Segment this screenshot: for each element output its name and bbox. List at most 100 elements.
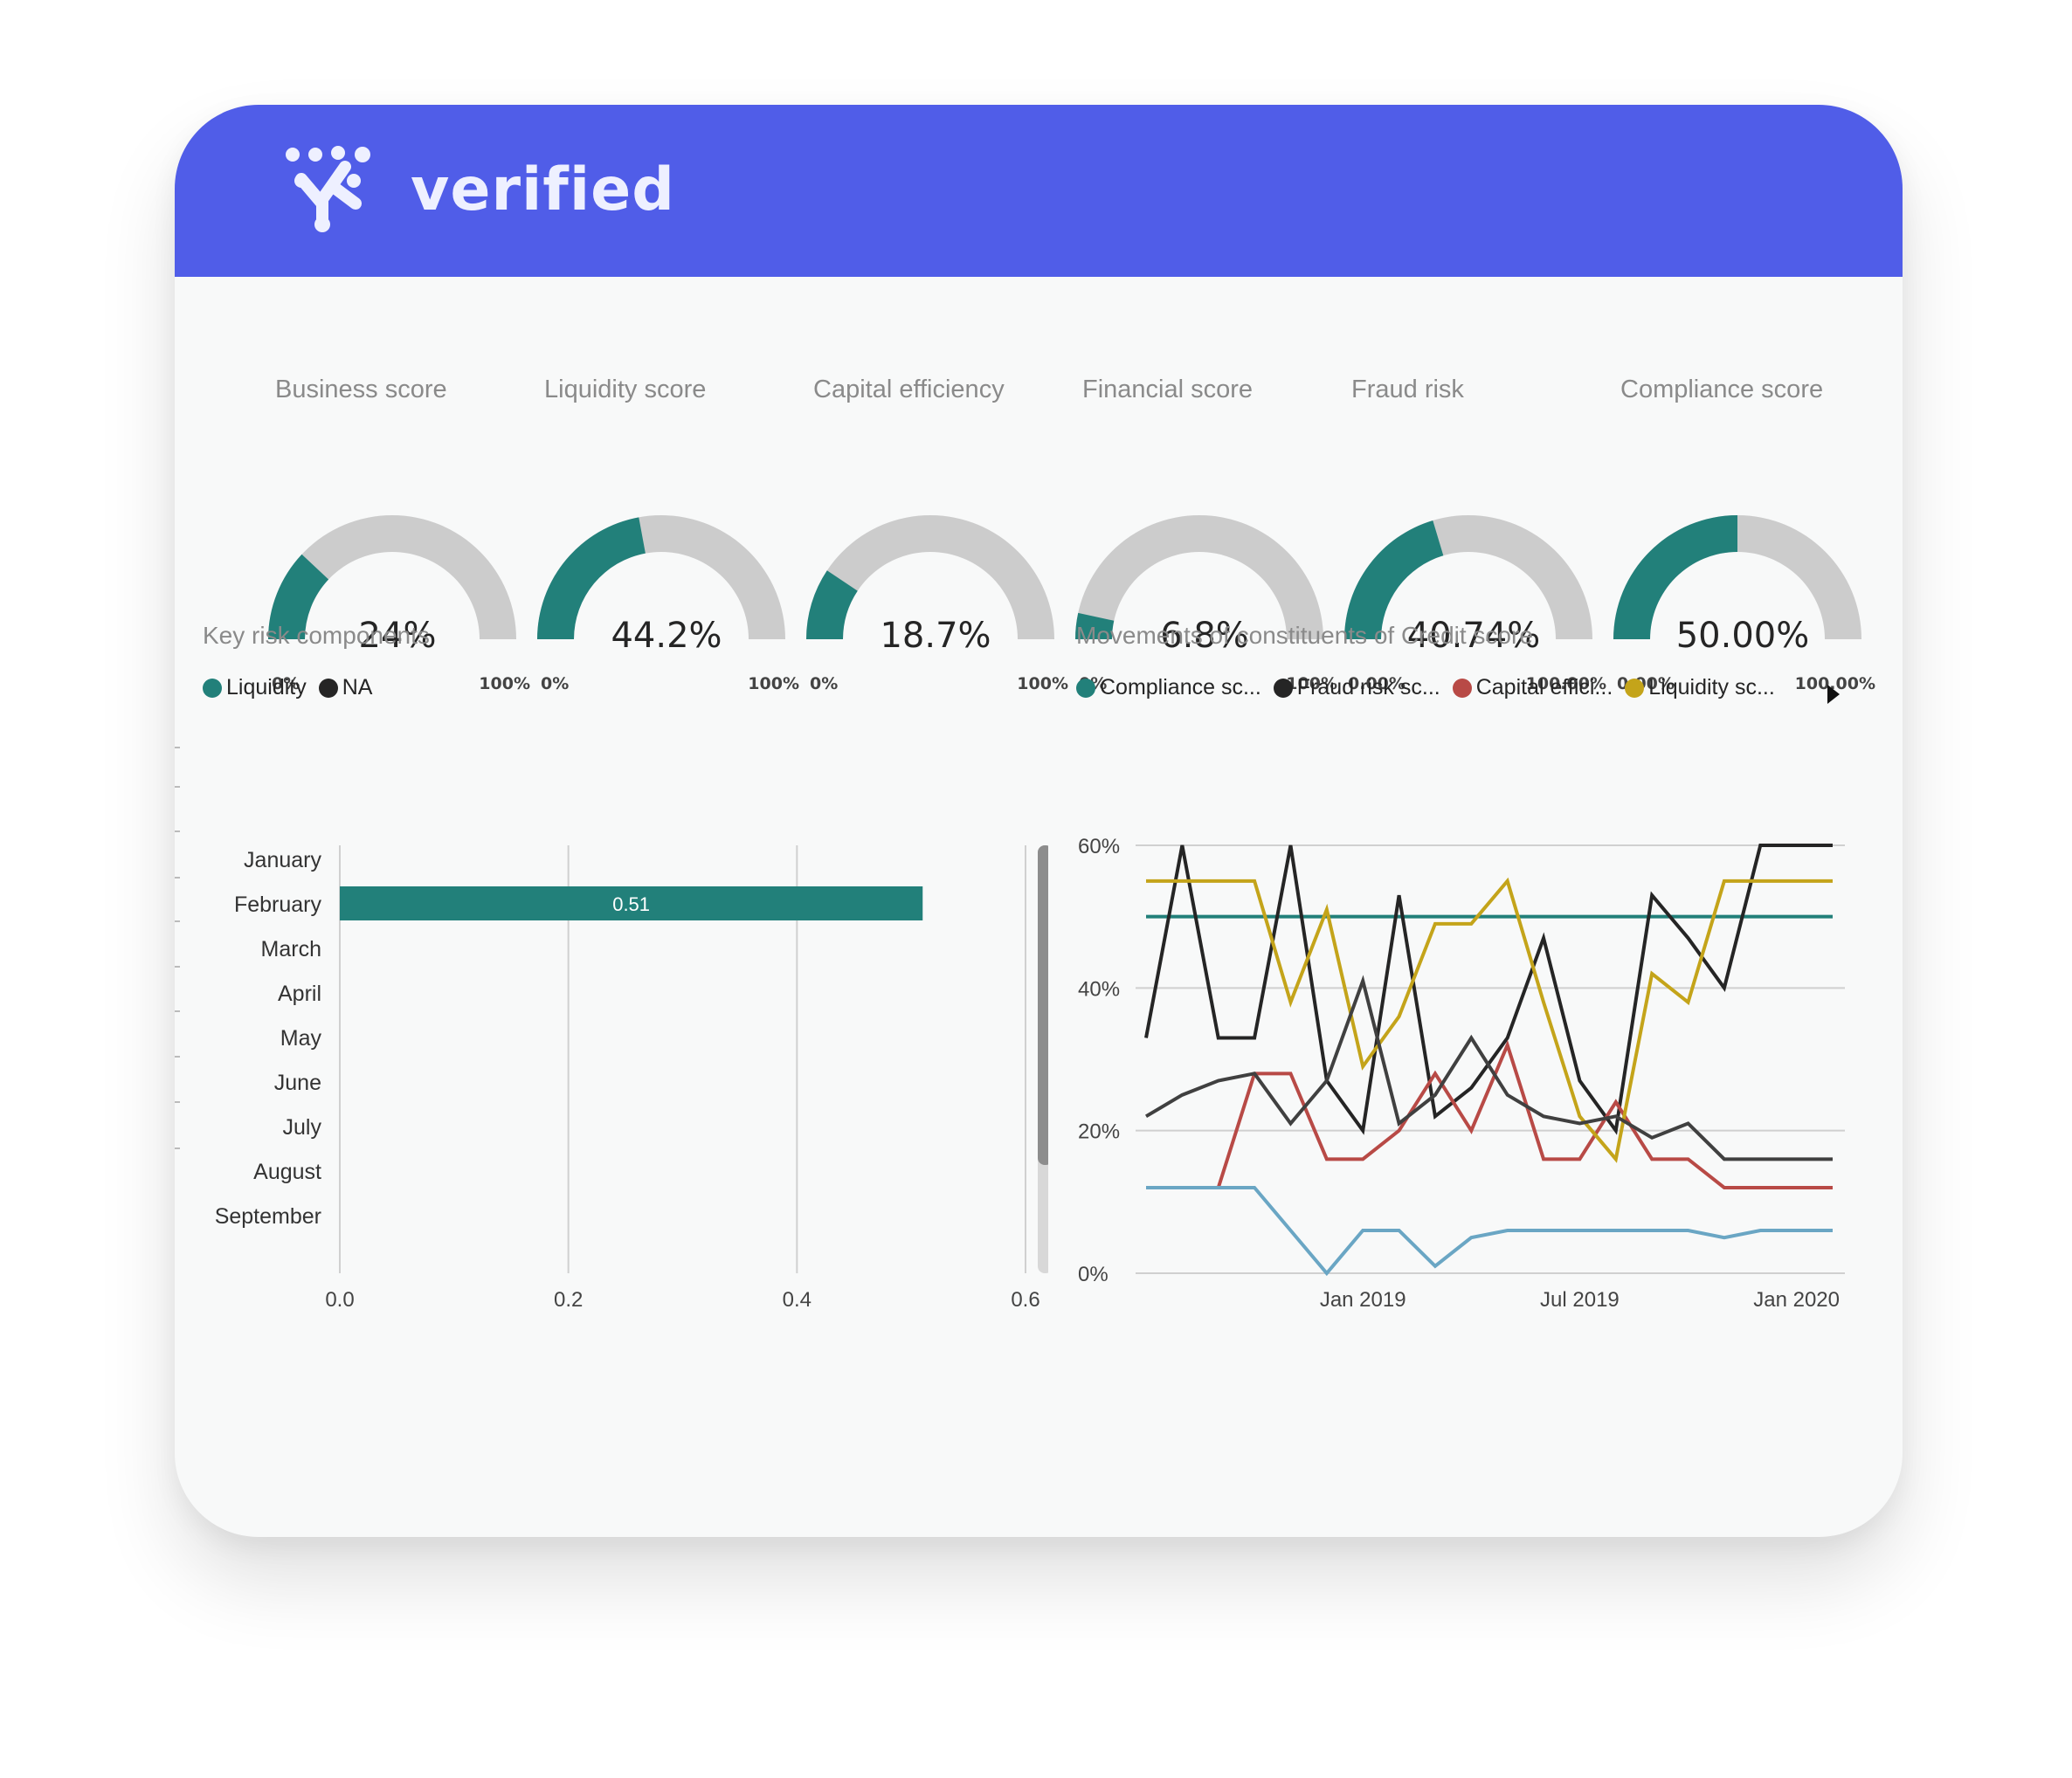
- legend-item-fraud-risk-sc[interactable]: Fraud risk sc...: [1273, 675, 1440, 700]
- gauge-arc: [1613, 515, 1861, 639]
- x-tick-label: 0.4: [783, 1288, 812, 1312]
- y-tick-label: 60%: [1078, 835, 1120, 858]
- category-label: August: [253, 1160, 321, 1184]
- x-tick-label: 0.2: [554, 1288, 583, 1312]
- key-risk-bar-chart: 0.0 0.2 0.4 0.6 January February 0.51 March Apri…: [175, 747, 1048, 1312]
- gauge-fraud-risk: Fraud risk 40.74% 0.00% 100.00%: [1343, 376, 1606, 707]
- gauge-title: Compliance score: [1620, 376, 1824, 403]
- legend-dot: [318, 678, 338, 698]
- key-risk-legend: Liquidity NA: [203, 675, 384, 700]
- legend-item-liquidity[interactable]: Liquidity: [203, 675, 307, 700]
- gauge-track: [268, 515, 516, 639]
- legend-dot: [203, 678, 222, 698]
- category-label: January: [244, 848, 321, 872]
- gauge-financial-score: Financial score 6.8% 0% 100%: [1074, 376, 1337, 707]
- series-line-6aa6c4[interactable]: [1146, 1186, 1833, 1277]
- movements-legend: Compliance sc... Fraud risk sc... Capital …: [1076, 675, 1787, 700]
- gauge-track: [1075, 515, 1323, 639]
- gauge-fill: [1344, 520, 1444, 639]
- gauge-max-label: 100.00%: [1525, 674, 1606, 693]
- scrollbar-thumb[interactable]: [1038, 845, 1048, 1165]
- gauge-fill: [537, 517, 646, 639]
- category-label: June: [274, 1071, 321, 1095]
- gauge-fill: [1613, 515, 1737, 639]
- category-label: May: [280, 1026, 322, 1051]
- legend-item-compliance-sc[interactable]: Compliance sc...: [1076, 675, 1261, 700]
- x-tick-label: Jul 2019: [1540, 1288, 1620, 1312]
- series-line-fraud-risk-sc[interactable]: [1144, 844, 1833, 1135]
- y-tick-label: 0%: [1078, 1263, 1109, 1286]
- legend-label: NA: [342, 675, 373, 699]
- legend-label: Liquidity sc...: [1648, 675, 1775, 699]
- brand-name: verified: [411, 155, 675, 224]
- bar-data-label: 0.51: [612, 893, 650, 915]
- dashboard-card: verified Business score 24% 0% 100% Liqui…: [175, 105, 1903, 1537]
- legend-label: Compliance sc...: [1100, 675, 1261, 699]
- legend-label: Capital effici...: [1475, 675, 1613, 699]
- legend-item-liquidity-sc[interactable]: Liquidity sc...: [1625, 675, 1775, 700]
- gauge-value: 18.7%: [880, 616, 991, 656]
- bar[interactable]: [340, 886, 923, 920]
- movements-line-chart: 0% 20% 40% 60% Jan 2019 Jul 2019 Jan 2020: [1078, 835, 1845, 1312]
- legend-label: Liquidity: [226, 675, 307, 699]
- category-label: July: [283, 1115, 322, 1140]
- key-risk-title: Key risk components: [203, 622, 430, 649]
- x-tick-label: Jan 2020: [1753, 1288, 1840, 1312]
- gauge-max-label: 100%: [748, 674, 799, 693]
- movements-title: Movements of constituents of Credit scor…: [1076, 622, 1533, 649]
- gauge-compliance-score: Compliance score 50.00% 0.00% 100.00%: [1612, 376, 1875, 707]
- gauge-track: [806, 515, 1054, 639]
- legend-item-capital-effici[interactable]: Capital effici...: [1452, 675, 1613, 700]
- gauge-min-label: 0%: [541, 674, 570, 693]
- x-tick-label: 0.6: [1011, 1288, 1039, 1312]
- brand-logo-icon: [286, 146, 370, 232]
- gauge-max-label: 100.00%: [1794, 674, 1875, 693]
- category-label: September: [215, 1204, 321, 1229]
- gauge-title: Financial score: [1082, 376, 1254, 403]
- gauge-value: 50.00%: [1675, 616, 1810, 656]
- legend-next-icon[interactable]: [1827, 685, 1840, 704]
- gauge-liquidity-score: Liquidity score 44.2% 0% 100%: [535, 376, 799, 707]
- category-label: February: [234, 892, 322, 917]
- series-line-liquidity-sc[interactable]: [1146, 877, 1833, 1163]
- legend-dot: [1076, 678, 1095, 698]
- gauge-min-label: 0%: [810, 674, 839, 693]
- gauge-value: 24%: [358, 616, 437, 656]
- gauge-fill: [1075, 612, 1115, 639]
- legend-label: Fraud risk sc...: [1296, 675, 1440, 699]
- series-line-404040[interactable]: [1144, 975, 1833, 1161]
- gauge-arc: [1075, 515, 1323, 639]
- gauge-arc: [268, 515, 516, 639]
- legend-dot: [1625, 678, 1645, 698]
- y-tick-label: 40%: [1078, 977, 1120, 1001]
- gauge-min-label: 0.00%: [1348, 674, 1406, 693]
- gauge-title: Capital efficiency: [813, 376, 1005, 403]
- gauge-business-score: Business score 24% 0% 100%: [266, 376, 530, 707]
- gauge-max-label: 100%: [479, 674, 530, 693]
- gauge-arc: [806, 515, 1054, 639]
- series-line-capital-effici[interactable]: [1146, 1039, 1833, 1189]
- gauge-title: Business score: [275, 376, 447, 403]
- gauge-title: Liquidity score: [544, 376, 707, 403]
- gauge-value: 6.8%: [1160, 616, 1249, 656]
- app-header: verified: [175, 105, 1903, 277]
- y-tick-label: 20%: [1078, 1120, 1120, 1144]
- gauge-fill: [268, 554, 329, 639]
- gauge-value: 40.74%: [1406, 616, 1541, 656]
- legend-item-na[interactable]: NA: [318, 675, 373, 700]
- gauge-max-label: 100%: [1017, 674, 1068, 693]
- gauge-min-label: 0%: [272, 674, 300, 693]
- gauge-value: 44.2%: [611, 616, 722, 656]
- category-label: April: [278, 982, 321, 1006]
- x-tick-label: 0.0: [325, 1288, 354, 1312]
- gauge-arc: [537, 515, 785, 639]
- gauge-fill: [806, 570, 858, 639]
- legend-dot: [1273, 678, 1293, 698]
- gauge-title: Fraud risk: [1351, 376, 1464, 403]
- gauge-arc: [1344, 515, 1592, 639]
- category-label: March: [261, 937, 321, 961]
- x-tick-label: Jan 2019: [1320, 1288, 1406, 1312]
- legend-dot: [1452, 678, 1472, 698]
- gauge-max-label: 100%: [1286, 674, 1337, 693]
- gauge-capital-efficiency: Capital efficiency 18.7% 0% 100%: [805, 376, 1068, 707]
